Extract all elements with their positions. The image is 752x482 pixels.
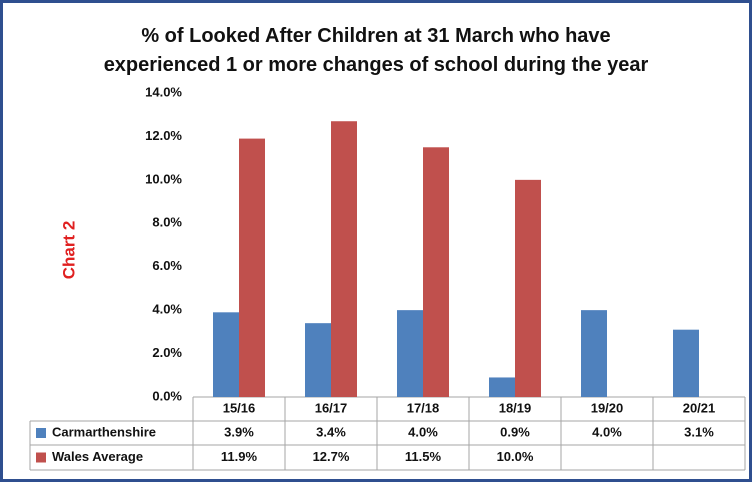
y-tick-label: 8.0% [152,215,182,230]
y-tick-label: 12.0% [145,128,182,143]
y-tick-label: 14.0% [145,84,182,99]
y-tick-label: 2.0% [152,345,182,360]
bar [397,310,423,397]
data-label: 12.7% [313,449,350,464]
data-label: 11.5% [405,449,442,464]
x-tick-label: 17/18 [407,400,440,415]
y-tick-label: 4.0% [152,302,182,317]
data-label: 0.9% [500,424,530,439]
y-tick-label: 6.0% [152,258,182,273]
legend-label: Carmarthenshire [52,424,156,439]
legend-label: Wales Average [52,449,143,464]
bar [331,121,357,397]
chart-title: % of Looked After Children at 31 March w… [103,25,649,76]
x-tick-label: 16/17 [315,400,348,415]
legend-swatch [36,452,46,463]
y-tick-label: 0.0% [152,388,182,403]
bar [489,377,515,397]
data-label: 4.0% [408,424,438,439]
data-label: 3.9% [224,424,254,439]
x-tick-label: 18/19 [499,400,532,415]
x-tick-label: 19/20 [591,400,624,415]
bar [673,329,699,397]
data-label: 3.1% [684,424,714,439]
bar [239,138,265,397]
bar [581,310,607,397]
bar [305,323,331,397]
data-label: 10.0% [497,449,534,464]
data-label: 4.0% [592,424,622,439]
x-tick-label: 20/21 [683,400,716,415]
legend-swatch [36,428,46,438]
bar [515,179,541,397]
y-axis-label: Chart 2 [59,221,78,280]
x-tick-label: 15/16 [223,400,256,415]
bar [213,312,239,397]
data-label: 11.9% [221,449,258,464]
data-label: 3.4% [316,424,346,439]
bar [423,147,449,397]
y-tick-label: 10.0% [145,171,182,186]
